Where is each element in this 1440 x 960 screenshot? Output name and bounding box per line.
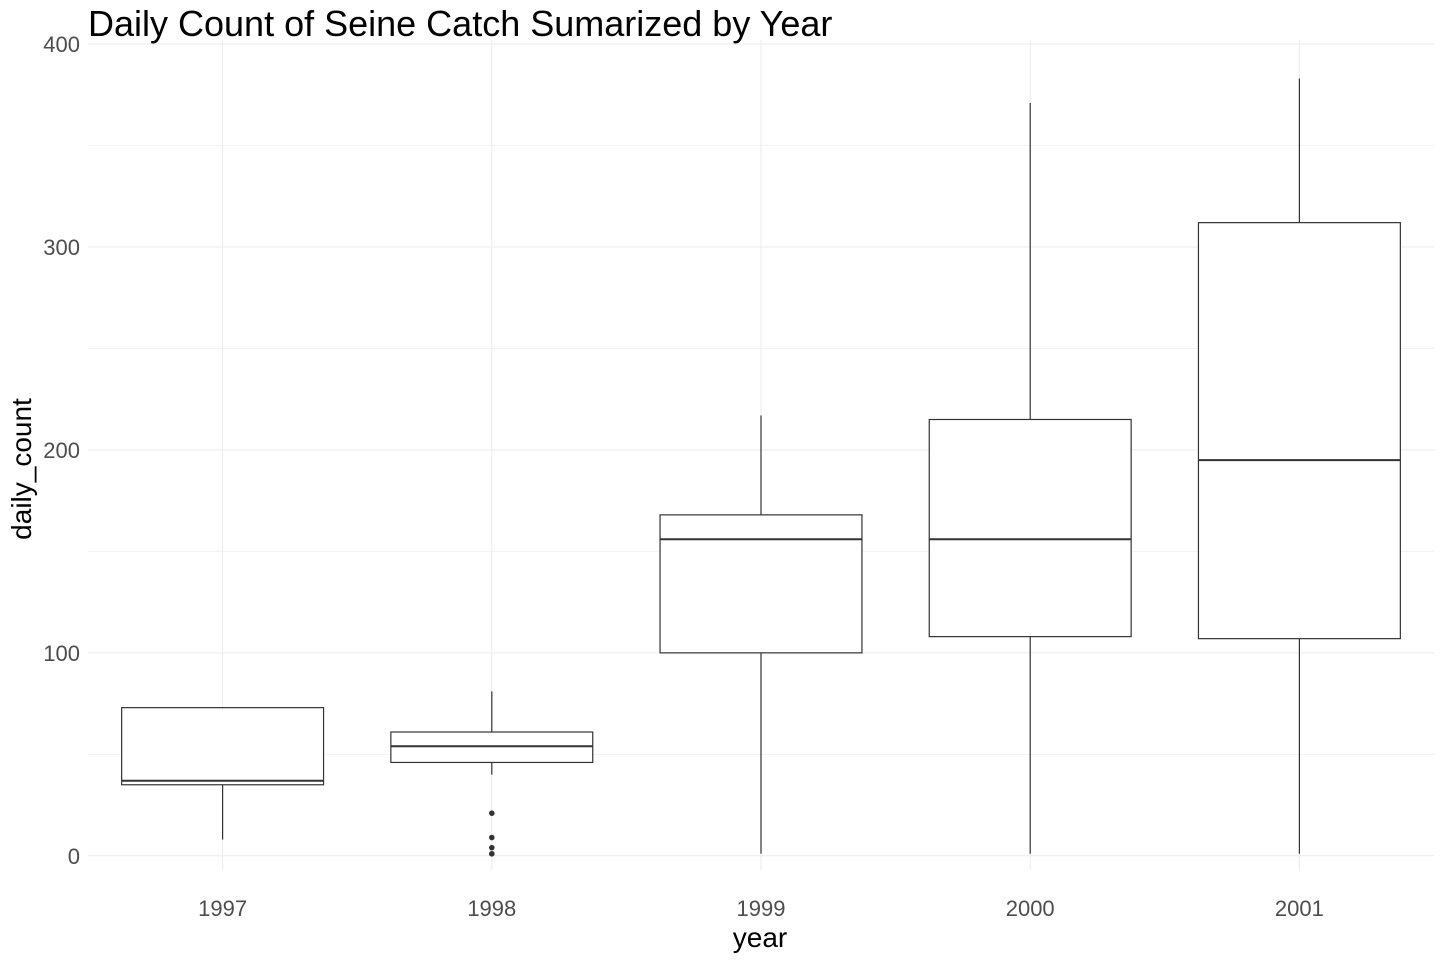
y-tick-label: 0 xyxy=(68,844,80,869)
x-tick-label: 1998 xyxy=(467,896,516,921)
box-layer xyxy=(121,78,1401,857)
box-iqr xyxy=(928,418,1132,638)
y-tick-label: 400 xyxy=(43,32,80,57)
outlier-point xyxy=(489,810,495,816)
box-iqr xyxy=(659,514,863,654)
box-iqr xyxy=(390,731,594,764)
box-iqr xyxy=(1197,222,1401,640)
outlier-point xyxy=(489,844,495,851)
outlier-point xyxy=(489,834,495,841)
box-1999 xyxy=(659,415,863,854)
y-axis-title: daily_count xyxy=(6,398,37,540)
y-tick-label: 100 xyxy=(43,641,80,666)
x-axis-title: year xyxy=(733,922,787,953)
box-2000 xyxy=(928,102,1132,854)
y-tick-label: 300 xyxy=(43,235,80,260)
box-iqr xyxy=(121,707,325,786)
chart-title: Daily Count of Seine Catch Sumarized by … xyxy=(88,3,832,44)
outlier-point xyxy=(489,850,495,857)
y-tick-label: 200 xyxy=(43,438,80,463)
x-tick-label: 1997 xyxy=(198,896,247,921)
box-1998 xyxy=(390,691,594,857)
tick-layer: 0 100 200 300 400 1997 1998 1999 2000 2001 xyxy=(43,32,1324,921)
x-tick-label: 2000 xyxy=(1006,896,1055,921)
x-tick-label: 1999 xyxy=(737,896,786,921)
box-1997 xyxy=(121,707,325,840)
x-tick-label: 2001 xyxy=(1275,896,1324,921)
box-2001 xyxy=(1197,78,1401,854)
